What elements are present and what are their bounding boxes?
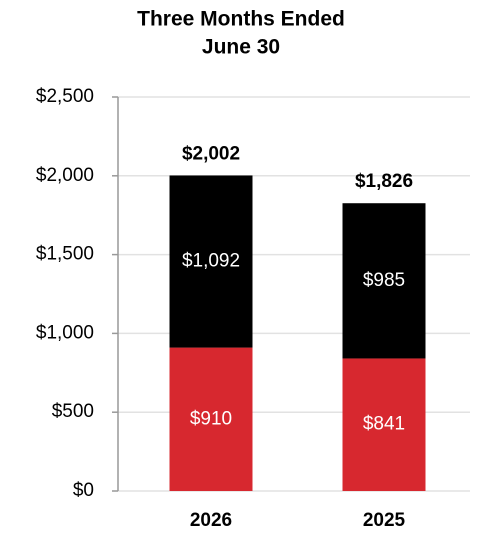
y-tick-label: $2,000 [36, 165, 94, 186]
y-tick-label: $2,500 [36, 86, 94, 107]
y-tick-label: $1,500 [36, 244, 94, 265]
total-label: $1,826 [355, 171, 413, 192]
value-label: $841 [363, 414, 405, 435]
value-label: $910 [190, 408, 232, 429]
x-tick-label: 2025 [363, 510, 406, 531]
value-label: $985 [363, 270, 405, 291]
y-tick-label: $0 [73, 480, 94, 501]
bar-segment [342, 358, 426, 491]
y-tick-label: $1,000 [36, 322, 94, 343]
chart-title: June 30 [202, 36, 280, 59]
chart-title: Three Months Ended [137, 8, 345, 31]
bar-segment [342, 203, 426, 359]
x-tick-label: 2026 [190, 510, 232, 531]
y-tick-label: $500 [52, 401, 94, 422]
total-label: $2,002 [182, 144, 240, 165]
bar-segment [169, 347, 253, 491]
value-label: $1,092 [182, 251, 240, 272]
bar-segment [169, 175, 253, 348]
